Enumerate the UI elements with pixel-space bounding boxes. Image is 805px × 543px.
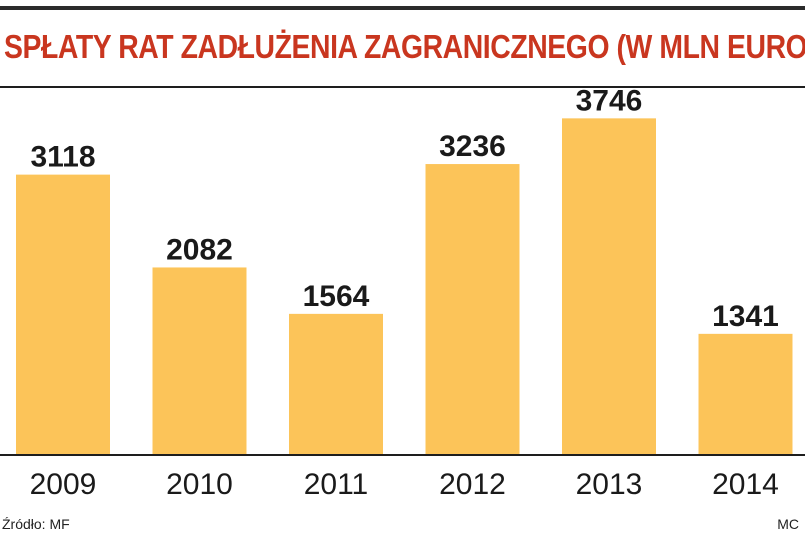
- source-note: Źródło: MF: [2, 516, 70, 532]
- data-label-2012: 3236: [439, 130, 506, 163]
- bar-2014: [698, 333, 793, 454]
- data-label-2010: 2082: [166, 233, 233, 266]
- x-tick-label-2011: 2011: [304, 468, 369, 501]
- x-tick-label-2010: 2010: [166, 468, 233, 501]
- bar-chart: 3118 2009 2082 2010 1564 2011 3236 2012 3746 2013…: [0, 88, 805, 501]
- data-label-2013: 3746: [576, 88, 643, 117]
- data-label-2011: 1564: [303, 280, 370, 313]
- data-label-2009: 3118: [30, 141, 95, 174]
- x-tick-label-2014: 2014: [712, 468, 779, 501]
- bar-2012: [425, 164, 520, 455]
- x-tick-label-2009: 2009: [30, 468, 97, 501]
- data-label-2014: 1341: [712, 300, 779, 333]
- chart-title: SPŁATY RAT ZADŁUŻENIA ZAGRANICZNEGO (W M…: [4, 28, 805, 65]
- credit-note: MC: [777, 516, 799, 532]
- x-tick-label-2012: 2012: [439, 468, 506, 501]
- bar-2010: [152, 267, 247, 454]
- bar-2011: [289, 313, 383, 454]
- bar-2009: [16, 174, 110, 454]
- top-rule: [0, 6, 805, 10]
- bar-2013: [562, 118, 656, 454]
- title-rule: [0, 86, 805, 88]
- x-tick-label-2013: 2013: [576, 468, 643, 501]
